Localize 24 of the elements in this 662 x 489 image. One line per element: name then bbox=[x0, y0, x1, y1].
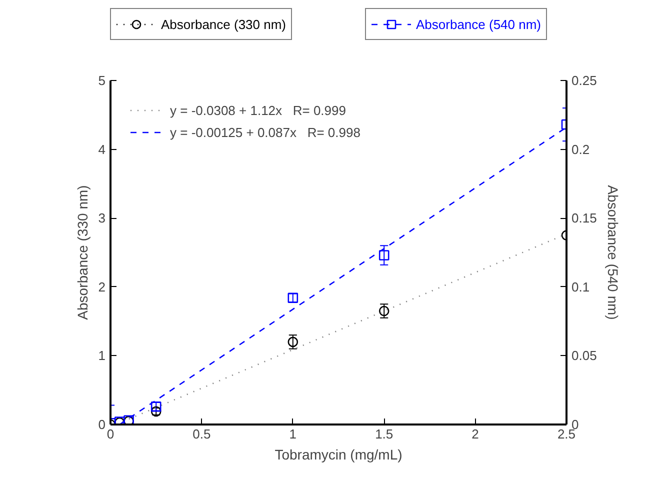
y2-tick-label: 0.25 bbox=[572, 73, 597, 88]
x-tick-label: 0.5 bbox=[192, 426, 211, 442]
y-tick-label: 5 bbox=[98, 73, 106, 88]
x-tick-label: 2 bbox=[472, 426, 479, 442]
x-tick-label: 1.5 bbox=[375, 426, 394, 442]
y-tick-label: 0 bbox=[98, 417, 106, 432]
x-axis-title: Tobramycin (mg/mL) bbox=[274, 446, 402, 462]
y-tick-label: 3 bbox=[98, 210, 106, 226]
legend-label: Absorbance (540 nm) bbox=[416, 16, 542, 32]
y2-axis-title: Absorbance (540 nm) bbox=[604, 185, 621, 320]
y2-tick-label: 0 bbox=[572, 417, 579, 432]
x-tick-label: 1 bbox=[289, 426, 297, 442]
legend-label: y = -0.00125 + 0.087x R= 0.998 bbox=[170, 124, 360, 140]
y-axis-title: Absorbance (330 nm) bbox=[74, 185, 90, 320]
y2-tick-label: 0.15 bbox=[572, 210, 597, 226]
point bbox=[378, 250, 390, 260]
y2-tick-label: 0.2 bbox=[572, 142, 590, 157]
y2-tick-label: 0.1 bbox=[572, 279, 590, 294]
y-tick-label: 1 bbox=[98, 348, 106, 364]
y-tick-label: 2 bbox=[98, 279, 106, 294]
y-tick-label: 4 bbox=[98, 142, 106, 157]
y2-tick-label: 0.05 bbox=[572, 348, 597, 364]
legend-label: Absorbance (330 nm) bbox=[161, 16, 286, 32]
legend-label: y = -0.0308 + 1.12x R= 0.999 bbox=[170, 102, 346, 118]
